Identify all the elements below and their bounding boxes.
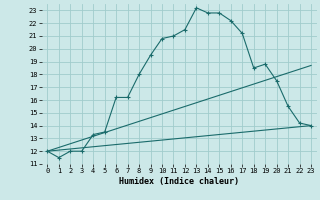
X-axis label: Humidex (Indice chaleur): Humidex (Indice chaleur) <box>119 177 239 186</box>
